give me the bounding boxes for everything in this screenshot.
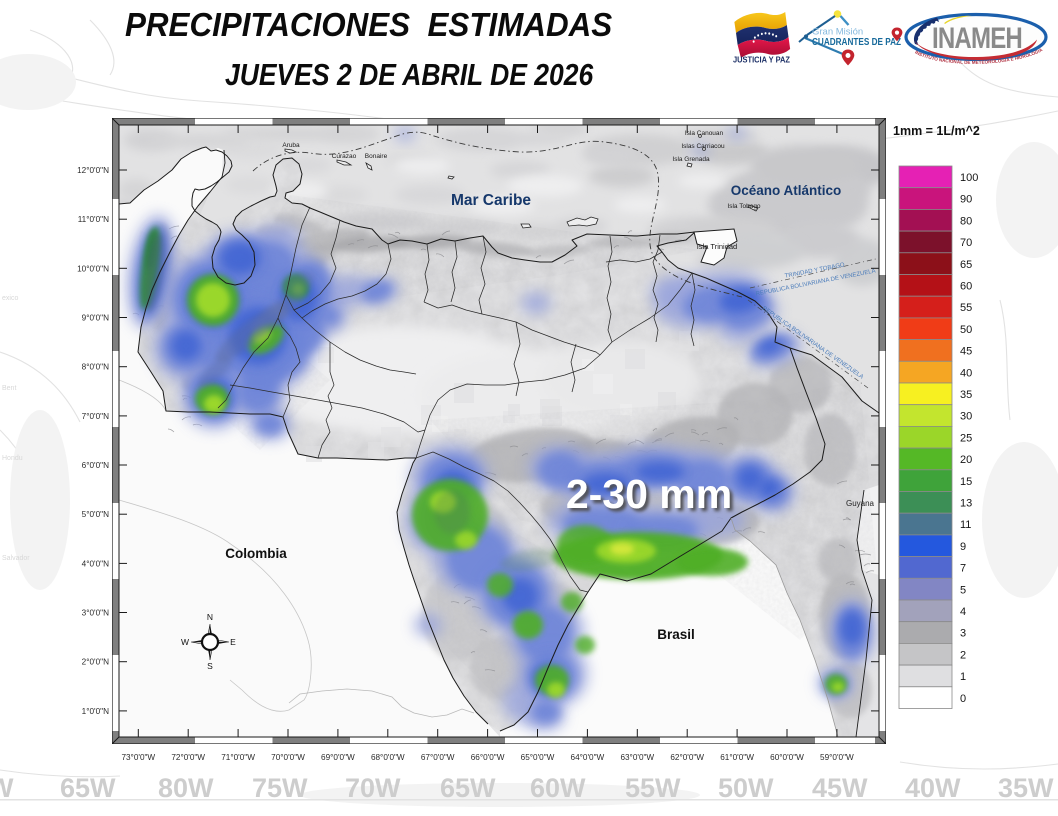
svg-text:15: 15 [960,476,972,488]
svg-text:Isla Grenada: Isla Grenada [672,156,710,163]
svg-text:90: 90 [960,194,972,206]
svg-text:55: 55 [960,302,972,314]
svg-text:65: 65 [960,259,972,271]
svg-text:61°0'0"W: 61°0'0"W [720,753,754,762]
svg-text:Aruba: Aruba [282,142,300,149]
svg-text:2-30 mm: 2-30 mm [569,474,735,520]
svg-text:Mar Caribe: Mar Caribe [451,192,531,209]
svg-text:Bent: Bent [2,385,16,392]
svg-text:CUADRANTES DE PAZ: CUADRANTES DE PAZ [812,37,901,48]
svg-text:62°0'0"W: 62°0'0"W [670,753,704,762]
svg-text:60: 60 [960,281,972,293]
svg-text:73°0'0"W: 73°0'0"W [121,753,155,762]
svg-text:71°0'0"W: 71°0'0"W [221,753,255,762]
svg-text:67°0'0"W: 67°0'0"W [421,753,455,762]
svg-text:Islas Carriacou: Islas Carriacou [681,143,725,150]
svg-text:9°0'0"N: 9°0'0"N [82,314,109,323]
svg-text:exico: exico [2,295,18,302]
svg-text:63°0'0"W: 63°0'0"W [620,753,654,762]
svg-text:1: 1 [960,671,966,683]
svg-text:30: 30 [960,411,972,423]
svg-text:2: 2 [960,649,966,661]
svg-text:6°0'0"N: 6°0'0"N [82,461,109,470]
svg-text:0: 0 [960,693,966,705]
svg-text:100: 100 [960,172,978,184]
svg-text:Salvador: Salvador [2,555,30,562]
svg-text:3: 3 [960,628,966,640]
svg-text:10°0'0"N: 10°0'0"N [77,264,109,273]
svg-text:45: 45 [960,346,972,358]
svg-text:13: 13 [960,498,972,510]
svg-text:11°0'0"N: 11°0'0"N [78,215,109,224]
svg-text:5: 5 [960,584,966,596]
svg-text:Isla Canouan: Isla Canouan [685,130,724,137]
svg-text:E: E [230,637,236,647]
svg-text:INAMEH: INAMEH [932,22,1022,55]
svg-text:66°0'0"W: 66°0'0"W [471,753,505,762]
svg-text:Océano Atlántico: Océano Atlántico [731,183,842,198]
svg-text:9: 9 [960,541,966,553]
svg-text:Colombia: Colombia [225,546,287,561]
svg-text:3°0'0"N: 3°0'0"N [82,609,109,618]
svg-text:Brasil: Brasil [657,627,695,642]
svg-text:7: 7 [960,563,966,575]
svg-text:7°0'0"N: 7°0'0"N [82,412,109,421]
svg-text:12°0'0"N: 12°0'0"N [77,166,109,175]
svg-text:64°0'0"W: 64°0'0"W [571,753,605,762]
svg-text:Bonaire: Bonaire [365,153,388,160]
svg-text:N: N [207,612,213,622]
svg-text:5°0'0"N: 5°0'0"N [82,510,109,519]
svg-text:60°0'0"W: 60°0'0"W [770,753,804,762]
svg-text:4: 4 [960,606,966,618]
svg-text:70°0'0"W: 70°0'0"W [271,753,305,762]
svg-text:80: 80 [960,215,972,227]
svg-text:69°0'0"W: 69°0'0"W [321,753,355,762]
svg-text:11: 11 [960,519,971,531]
svg-text:4°0'0"N: 4°0'0"N [82,559,109,568]
svg-text:25: 25 [960,432,972,444]
svg-text:68°0'0"W: 68°0'0"W [371,753,405,762]
svg-text:70: 70 [960,237,972,249]
svg-text:72°0'0"W: 72°0'0"W [171,753,205,762]
svg-text:Isla Tobago: Isla Tobago [727,203,761,210]
svg-text:8°0'0"N: 8°0'0"N [82,363,109,372]
svg-text:35: 35 [960,389,972,401]
svg-text:Isla Trinidad: Isla Trinidad [697,242,737,251]
svg-text:S: S [207,661,213,671]
svg-text:Curazao: Curazao [332,153,357,160]
svg-text:Guyana: Guyana [846,499,875,508]
svg-text:50: 50 [960,324,972,336]
svg-text:2-30 mm: 2-30 mm [566,471,732,517]
svg-text:40: 40 [960,367,972,379]
svg-text:1°0'0"N: 1°0'0"N [82,707,109,716]
svg-text:65°0'0"W: 65°0'0"W [521,753,555,762]
svg-text:20: 20 [960,454,972,466]
svg-text:Hondu: Hondu [2,455,23,462]
svg-text:2°0'0"N: 2°0'0"N [82,658,109,667]
svg-text:Gran Misión: Gran Misión [812,27,863,38]
svg-text:JUSTICIA Y PAZ: JUSTICIA Y PAZ [733,56,790,65]
svg-text:W: W [181,637,189,647]
svg-text:59°0'0"W: 59°0'0"W [820,753,854,762]
